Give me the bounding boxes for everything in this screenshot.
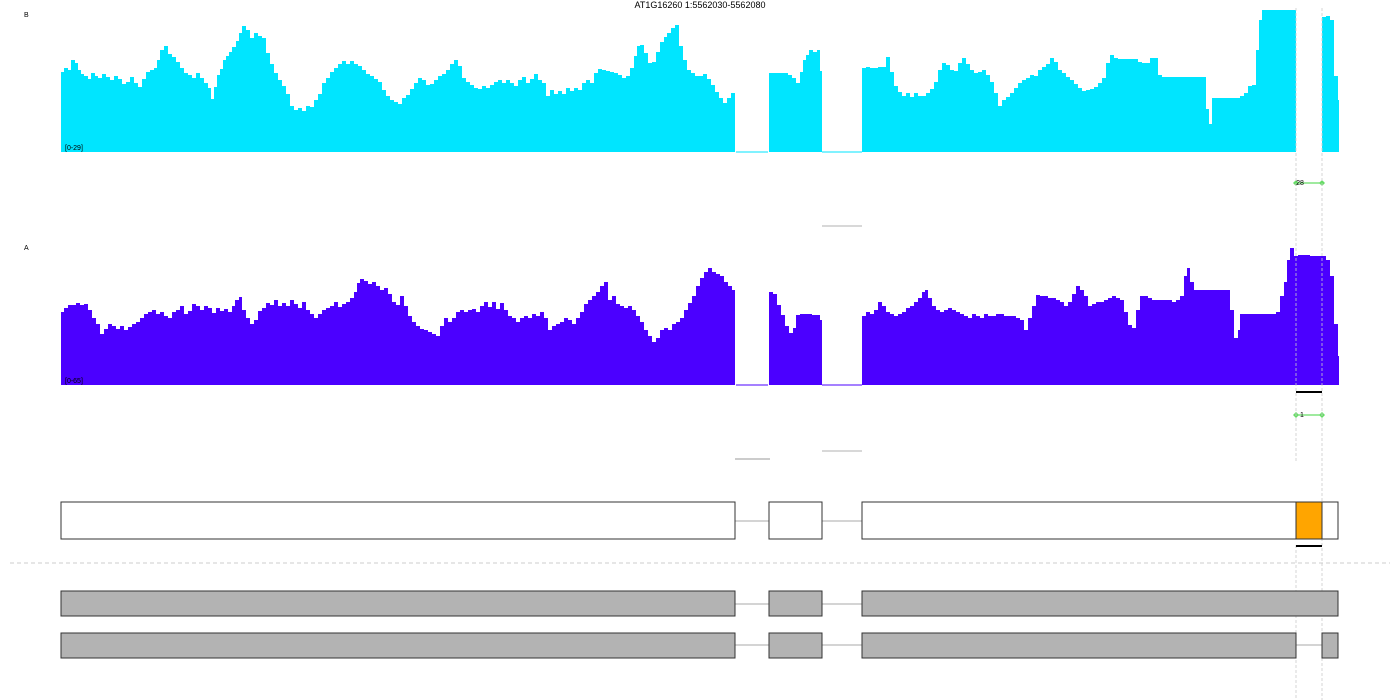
isoform-1-exon-1: [60, 590, 736, 617]
plot-title: AT1G16260 1:5562030-5562080: [635, 0, 766, 10]
isoform-1-exon-3: [861, 590, 1339, 617]
track-label-a: A: [24, 245, 29, 252]
isoform-1-exon-2: [768, 590, 823, 617]
track-label-b: B: [24, 12, 29, 19]
junction-count-a: 1: [1300, 412, 1304, 419]
isoform-2-exon-3: [861, 632, 1297, 659]
isoform-2-exon-2: [768, 632, 823, 659]
isoform-2-exon-1: [60, 632, 736, 659]
track-range-b: [0-29]: [65, 145, 83, 152]
exon-2: [768, 501, 823, 540]
coverage-track-b: B [0-29]: [24, 10, 1339, 153]
track-range-a: [0-65]: [65, 378, 83, 385]
junction-b: 28: [1293, 180, 1325, 187]
isoform-2: [60, 632, 1339, 659]
exon-1: [60, 501, 736, 540]
coverage-area-b: [61, 10, 1339, 152]
isoform-1: [60, 590, 1339, 617]
coverage-track-a: A [0-65]: [24, 245, 1339, 386]
highlight-region: [1295, 501, 1323, 540]
exon-3: [861, 501, 1339, 540]
transcript-model: [60, 501, 1339, 547]
coverage-area-a: [61, 248, 1339, 385]
junction-a: 1: [1293, 412, 1325, 419]
isoform-2-exon-4: [1321, 632, 1339, 659]
junction-count-b: 28: [1296, 180, 1304, 187]
